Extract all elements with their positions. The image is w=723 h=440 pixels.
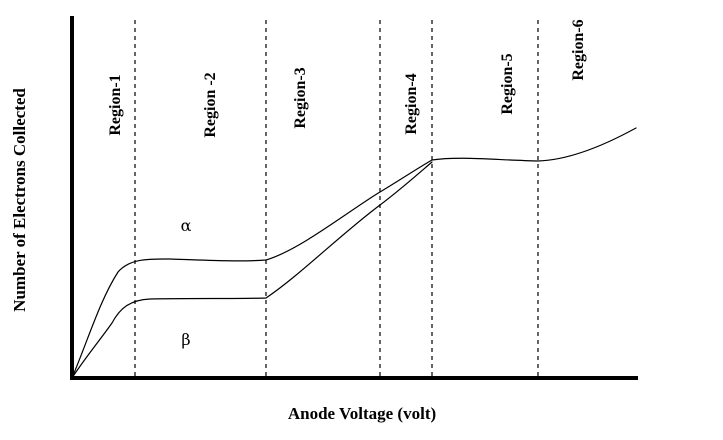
region-label-1: Region-1 (107, 74, 124, 135)
region-label-3: Region-3 (292, 67, 309, 128)
x-axis-title: Anode Voltage (volt) (288, 404, 436, 423)
y-axis-title: Number of Electrons Collected (10, 88, 29, 312)
region-label-2: Region -2 (202, 72, 219, 137)
alpha-curve (71, 127, 637, 379)
region-label-6: Region-6 (570, 19, 587, 80)
region-label-5: Region-5 (499, 53, 516, 114)
region-label-4: Region-4 (403, 73, 420, 134)
beta-curve-label: β (181, 330, 190, 349)
beta-curve (71, 161, 433, 379)
alpha-curve-label: α (181, 216, 192, 235)
